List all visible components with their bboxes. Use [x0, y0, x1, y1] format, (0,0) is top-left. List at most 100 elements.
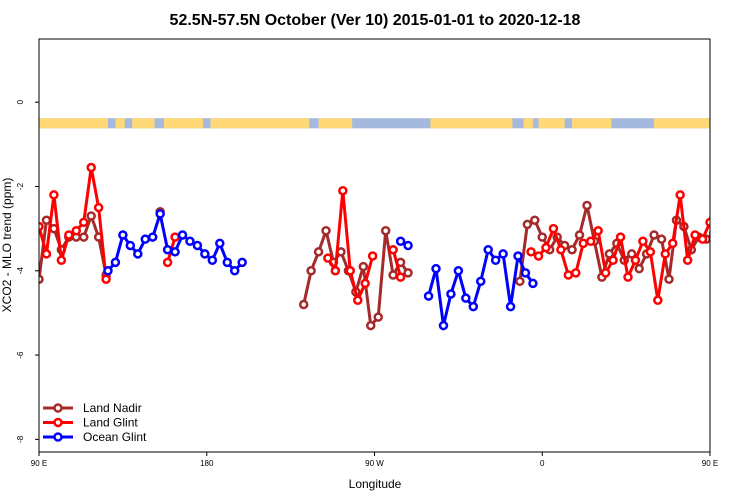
x-tick-label: 0 — [540, 459, 545, 468]
data-point-land-glint — [345, 266, 356, 276]
data-point-land-glint — [170, 232, 180, 242]
data-point-land-nadir — [530, 215, 540, 225]
land-ocean-strip-land — [39, 118, 710, 129]
data-point-ocean-glint — [731, 267, 738, 274]
data-point-land-glint — [645, 247, 656, 257]
land-segment — [538, 118, 565, 129]
land-ocean-strip-ocean — [39, 118, 710, 129]
data-point-land-glint — [721, 204, 728, 211]
data-point-land-glint — [101, 274, 111, 284]
data-point-land-glint — [638, 236, 648, 247]
data-point-ocean-glint — [513, 251, 523, 261]
series-land-nadir — [39, 200, 732, 331]
data-point-ocean-glint — [133, 249, 143, 259]
legend-marker-land-nadir — [53, 403, 63, 413]
land-segment — [132, 118, 155, 129]
data-point-ocean-glint — [192, 240, 203, 251]
legend-label-land-glint: Land Glint — [83, 416, 138, 430]
data-point-land-nadir — [373, 312, 383, 322]
data-point-land-nadir — [403, 268, 413, 278]
data-point-land-glint — [330, 266, 341, 276]
data-point-land-glint — [653, 295, 663, 306]
data-point-land-glint — [395, 272, 406, 282]
data-point-land-nadir — [649, 230, 659, 240]
y-tick-label: -2 — [16, 182, 25, 190]
land-segment — [430, 118, 513, 129]
data-point-ocean-glint — [140, 234, 150, 244]
data-point-land-glint — [675, 190, 685, 200]
land-segment — [210, 118, 310, 129]
land-segment — [163, 118, 204, 129]
data-point-land-nadir — [574, 230, 585, 240]
data-point-land-nadir — [298, 299, 309, 310]
data-point-land-nadir — [725, 234, 732, 241]
data-point-land-nadir — [306, 266, 316, 276]
data-point-ocean-glint — [453, 266, 464, 276]
data-point-land-glint — [39, 221, 44, 232]
data-point-land-nadir — [515, 276, 525, 287]
y-tick-label: -6 — [16, 351, 25, 359]
data-point-ocean-glint — [118, 230, 128, 240]
data-point-ocean-glint — [222, 257, 233, 268]
data-point-land-glint — [162, 257, 173, 268]
y-tick-label: -8 — [16, 435, 25, 443]
land-segment — [318, 118, 353, 129]
data-point-ocean-glint — [431, 263, 441, 274]
data-point-ocean-glint — [490, 255, 501, 265]
data-point-land-glint — [541, 242, 551, 253]
data-point-land-nadir — [656, 234, 667, 244]
y-tick-label: 0 — [16, 99, 25, 104]
data-point-ocean-glint — [468, 301, 479, 312]
data-point-ocean-glint — [125, 240, 136, 251]
legend-marker-land-glint — [53, 417, 63, 428]
data-point-land-nadir — [358, 261, 369, 272]
chart-title: 52.5N-57.5N October (Ver 10) 2015-01-01 … — [170, 12, 581, 29]
data-point-land-glint — [714, 164, 721, 171]
data-point-land-glint — [608, 255, 618, 265]
data-point-land-glint — [556, 244, 566, 255]
data-point-land-glint — [705, 217, 710, 228]
land-segment — [572, 118, 612, 129]
y-tick-label: -4 — [16, 267, 25, 275]
data-point-land-glint — [533, 251, 544, 261]
land-segment — [654, 118, 710, 129]
data-point-land-glint — [323, 253, 333, 263]
data-point-ocean-glint — [215, 238, 225, 249]
series-line-ocean-glint — [734, 214, 750, 271]
series-land-glint — [39, 162, 728, 306]
data-point-land-nadir — [313, 247, 324, 257]
data-point-ocean-glint — [110, 257, 121, 268]
data-point-land-nadir — [366, 320, 376, 331]
data-point-ocean-glint — [200, 249, 210, 259]
data-point-ocean-glint — [103, 266, 113, 276]
data-point-land-glint — [623, 272, 633, 282]
data-point-land-nadir — [567, 244, 577, 255]
data-point-land-glint — [630, 255, 641, 265]
data-point-land-glint — [593, 226, 603, 236]
data-point-land-nadir — [582, 200, 592, 211]
data-point-ocean-glint — [746, 231, 750, 238]
y-axis: 0 -2 -4 -6 -8 — [16, 99, 39, 443]
data-point-ocean-glint — [147, 232, 158, 242]
land-segment — [115, 118, 125, 129]
data-point-land-glint — [360, 278, 370, 289]
data-point-land-glint — [600, 268, 611, 278]
data-point-land-glint — [682, 255, 693, 265]
data-point-land-glint — [615, 232, 626, 242]
data-point-ocean-glint — [475, 276, 486, 287]
x-tick-label: 180 — [200, 459, 214, 468]
data-point-land-nadir — [634, 263, 644, 274]
series-line-ocean-glint — [427, 248, 535, 328]
data-point-ocean-glint — [438, 320, 449, 331]
data-point-land-nadir — [522, 219, 533, 230]
data-point-ocean-glint — [498, 249, 508, 259]
series-layer — [39, 162, 750, 331]
x-tick-label: 90 E — [702, 459, 718, 468]
data-point-land-glint — [93, 202, 104, 213]
data-point-land-glint — [78, 217, 89, 228]
data-point-land-glint — [49, 190, 59, 200]
data-point-ocean-glint — [155, 209, 165, 219]
data-point-ocean-glint — [403, 240, 413, 251]
data-point-ocean-glint — [423, 291, 434, 301]
data-point-land-glint — [338, 185, 348, 196]
